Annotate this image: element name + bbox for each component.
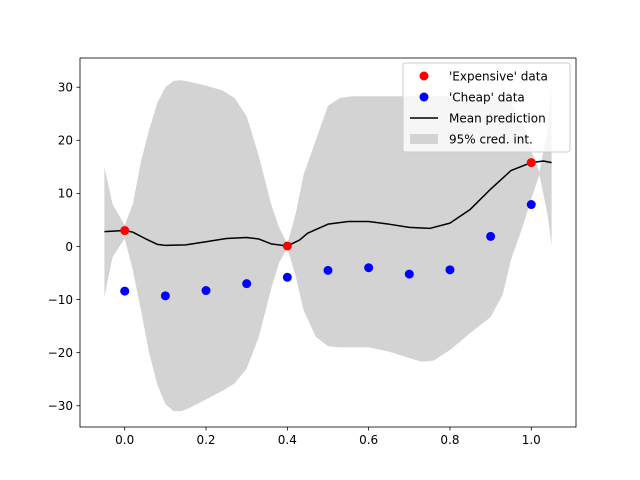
- legend-interval-swatch: [410, 134, 438, 144]
- x-tick-label: 1.0: [522, 433, 541, 447]
- plot-clipped-group: [104, 80, 552, 412]
- axes: 0.0 0.2 0.4 0.6 0.8 1.0 −30 −20 −10 0 10 20 30: [48, 57, 577, 447]
- cheap-data-point: [323, 265, 333, 275]
- y-tick-label: −30: [48, 399, 73, 413]
- x-tick-label: 0.2: [196, 433, 215, 447]
- legend-mean-label: Mean prediction: [449, 111, 546, 125]
- plot-area: [104, 80, 552, 412]
- cheap-data-point: [404, 269, 414, 279]
- x-tick-label: 0.4: [278, 433, 297, 447]
- cheap-data-point: [445, 265, 455, 275]
- y-tick-label: 10: [58, 187, 73, 201]
- y-tick-label: 20: [58, 134, 73, 148]
- legend-expensive-marker: [419, 71, 429, 81]
- credible-interval-band: [104, 80, 552, 412]
- x-tick-label: 0.0: [115, 433, 134, 447]
- y-tick-label: 0: [65, 240, 73, 254]
- legend-cheap-marker: [419, 92, 429, 102]
- y-tick-label: −10: [48, 293, 73, 307]
- legend-interval-label: 95% cred. int.: [449, 132, 533, 146]
- y-tick-label: 30: [58, 81, 73, 95]
- expensive-data-point: [282, 241, 292, 251]
- cheap-data-point: [242, 279, 252, 289]
- x-tick-label: 0.8: [440, 433, 459, 447]
- cheap-data-point: [120, 286, 130, 296]
- y-tick-label: −20: [48, 346, 73, 360]
- legend: 'Expensive' data 'Cheap' data Mean predict…: [402, 62, 571, 153]
- legend-box: [402, 62, 571, 153]
- cheap-data-point: [526, 200, 536, 210]
- cheap-data-point: [201, 286, 211, 296]
- expensive-data-point: [120, 226, 130, 236]
- expensive-data-point: [526, 158, 536, 168]
- legend-expensive-label: 'Expensive' data: [449, 69, 548, 83]
- axes-frame: [79, 57, 577, 428]
- cheap-data-point: [364, 263, 374, 273]
- cheap-data-point: [282, 272, 292, 282]
- legend-cheap-label: 'Cheap' data: [449, 90, 525, 104]
- mean-prediction-line: [104, 160, 552, 247]
- cheap-data-point: [486, 231, 496, 241]
- x-tick-label: 0.6: [359, 433, 378, 447]
- cheap-data-point: [160, 291, 170, 301]
